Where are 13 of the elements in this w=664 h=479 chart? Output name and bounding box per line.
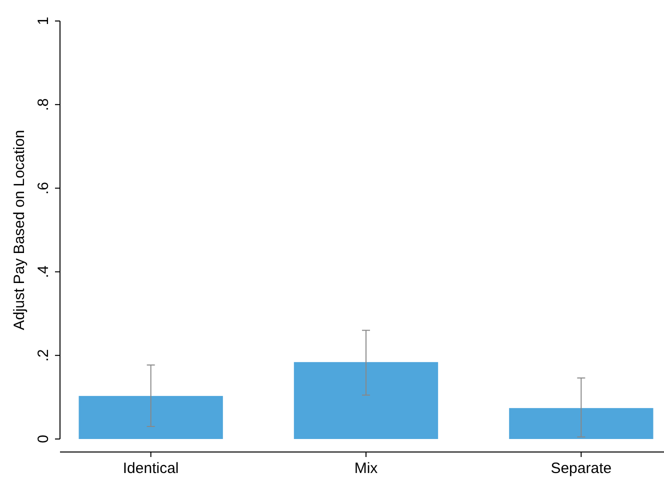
bar — [78, 396, 223, 439]
y-axis-title: Adjust Pay Based on Location — [11, 130, 28, 330]
x-tick-label: Mix — [354, 460, 378, 477]
y-tick-label: 0 — [35, 434, 52, 444]
y-tick-label: .4 — [35, 266, 52, 278]
bar — [509, 408, 654, 439]
y-tick-label: .2 — [35, 349, 52, 362]
y-tick-label: 1 — [35, 16, 52, 26]
y-tick-label: .6 — [35, 182, 52, 194]
y-tick-label: .8 — [35, 98, 52, 111]
x-tick-label: Separate — [550, 460, 612, 477]
bar — [294, 362, 438, 439]
x-tick-label: Identical — [122, 460, 179, 477]
